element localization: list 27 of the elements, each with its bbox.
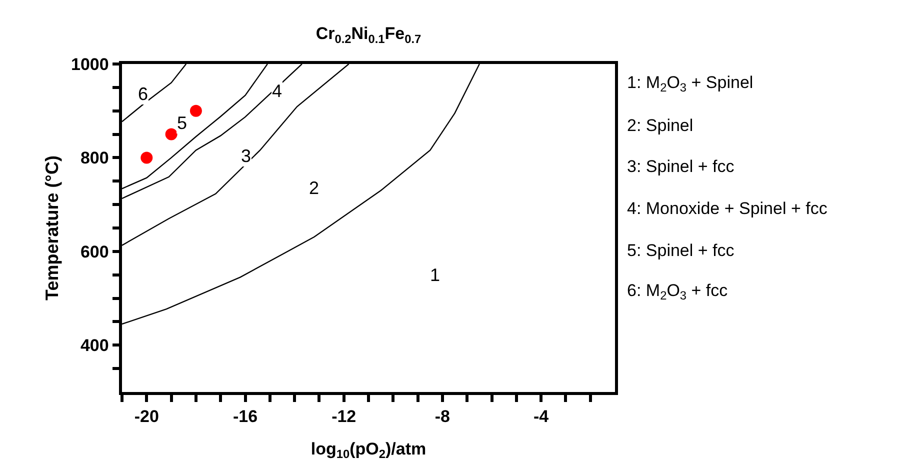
x-tick-label: -4 — [533, 407, 550, 426]
x-tick-label: -20 — [134, 407, 159, 426]
annotation: 5 — [177, 113, 188, 133]
y-tick-label: 1000 — [71, 54, 109, 74]
y-tick-label: 400 — [80, 336, 109, 356]
text: 1: M$_{2}$O$_{3}$ + Spinel — [627, 73, 754, 95]
chart-title: Cr$_{0.2}$Ni$_{0.1}$Fe$_{0.7}$ — [316, 24, 422, 46]
x-axis-title: log$_{10}$(pO$_{2}$)/atm — [310, 440, 426, 462]
text: 6: M$_{2}$O$_{3}$ + fcc — [627, 281, 728, 303]
point — [140, 152, 153, 164]
annotation: 1 — [430, 265, 440, 285]
text: 4: Monoxide + Spinel + fcc — [627, 199, 828, 218]
text: 2: Spinel — [627, 116, 694, 135]
y-tick-label: 600 — [80, 242, 109, 262]
y-axis-title: Temperature (°C) — [42, 156, 62, 300]
annotation: 2 — [309, 178, 320, 198]
annotation: 4 — [272, 81, 282, 101]
point — [165, 128, 178, 140]
y-tick-label: 800 — [80, 148, 109, 168]
text: 3: Spinel + fcc — [627, 157, 735, 176]
text: 5: Spinel + fcc — [627, 241, 735, 260]
x-tick-label: -12 — [332, 407, 356, 426]
annotation: 6 — [138, 84, 148, 104]
annotation: 3 — [241, 146, 252, 166]
x-tick-label: -16 — [232, 407, 258, 426]
x-tick-label: -8 — [434, 407, 450, 426]
point — [190, 104, 202, 117]
